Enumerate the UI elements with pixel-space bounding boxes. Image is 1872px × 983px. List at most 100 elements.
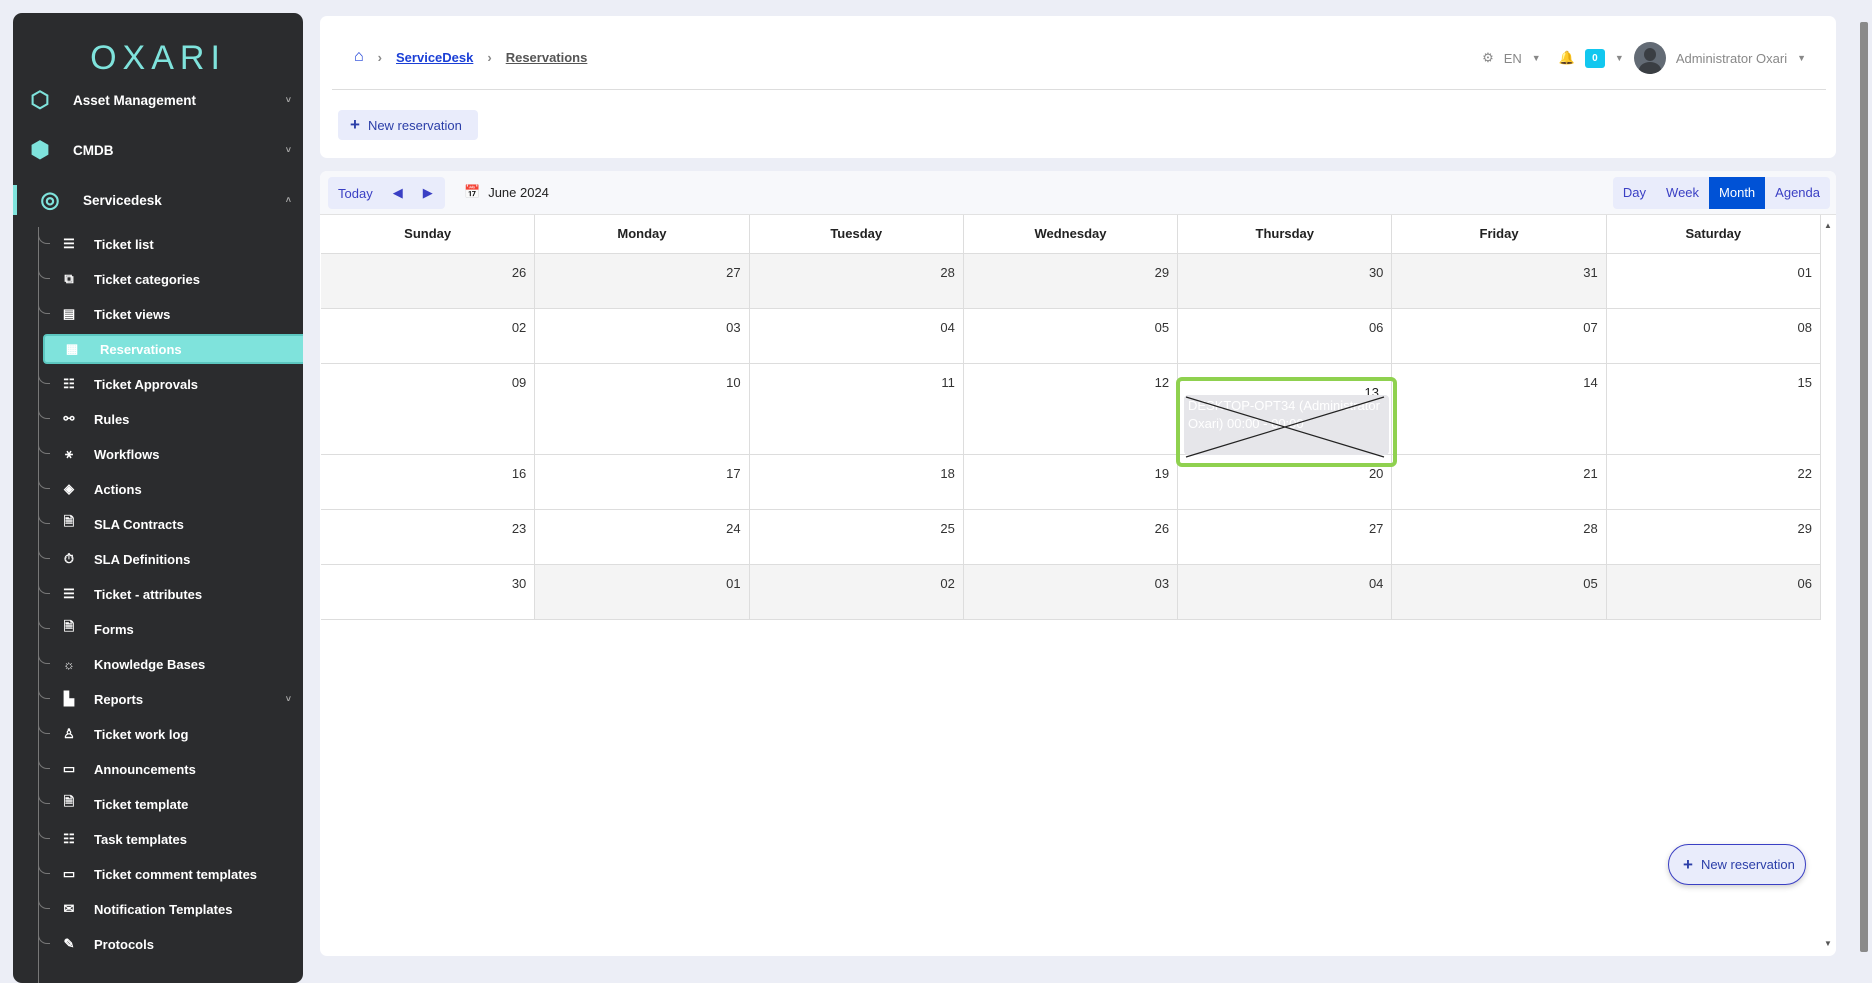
sidebar-item-asset-management[interactable]: ⬡ Asset Management ˅ [13,80,303,120]
sidebar-item-ticket-views[interactable]: ▤ Ticket views [13,299,303,329]
chevron-up-icon[interactable]: ˄ [285,195,291,205]
sidebar-item-sla-contracts[interactable]: 🗎 SLA Contracts [13,509,303,539]
sidebar-item-ticket-comment-templates[interactable]: ▭ Ticket comment templates [13,859,303,889]
day-cell[interactable]: 28 [1392,510,1607,564]
sidebar-item-reservations[interactable]: ▦ Reservations [43,334,303,364]
breadcrumb-servicedesk[interactable]: ServiceDesk [396,49,474,65]
day-cell[interactable]: 07 [1392,309,1607,363]
sidebar-item-cmdb[interactable]: ⬢ CMDB ˅ [13,130,303,170]
page-scrollbar[interactable] [1860,22,1868,952]
day-cell[interactable]: 27 [535,254,750,308]
sidebar-item-ticket-attributes[interactable]: ☰ Ticket - attributes [13,579,303,609]
bell-icon[interactable]: 🔔 [1558,50,1575,65]
new-reservation-fab[interactable]: + New reservation [1668,844,1806,885]
caret-down-icon[interactable]: ▼ [1614,53,1624,63]
sidebar-item-forms[interactable]: 🗎 Forms [13,614,303,644]
chevron-down-icon[interactable]: ˅ [285,95,291,105]
day-cell[interactable]: 06 [1606,565,1821,619]
day-cell[interactable]: 11 [750,364,964,454]
day-cell[interactable]: 03 [535,309,750,363]
sidebar-item-knowledge-bases[interactable]: ☼ Knowledge Bases [13,649,303,679]
day-cell[interactable]: 31 [1392,254,1607,308]
user-name[interactable]: Administrator Oxari [1675,50,1788,66]
sidebar-item-ticket-work-log[interactable]: ♙ Ticket work log [13,719,303,749]
day-cell[interactable]: 29 [963,254,1179,308]
sidebar-item-actions[interactable]: ◈ Actions [13,474,303,504]
day-cell[interactable]: 27 [1178,510,1393,564]
day-cell[interactable]: 28 [749,254,964,308]
day-cell[interactable]: 23 [321,510,536,564]
menu-icon: ♙ [63,726,75,741]
sidebar-item-ticket-approvals[interactable]: ☷ Ticket Approvals [13,369,303,399]
day-cell[interactable]: 16 [321,455,536,509]
scroll-down-icon[interactable]: ▼ [1824,939,1832,948]
home-icon[interactable]: ⌂ [354,48,364,65]
day-cell[interactable]: 30 [1178,254,1393,308]
day-cell[interactable]: 15 [1607,364,1821,454]
prev-icon[interactable]: ◀ [392,185,403,200]
today-button[interactable]: Today [338,185,373,201]
notification-badge[interactable]: 0 [1584,48,1605,68]
day-cell[interactable]: 04 [1178,565,1393,619]
day-cell[interactable]: 24 [535,510,750,564]
chevron-down-icon[interactable]: ˅ [285,145,291,155]
day-cell[interactable]: 02 [749,565,964,619]
day-cell[interactable]: 30 [321,565,536,619]
sidebar-item-reports[interactable]: ▙ Reports ˅ [13,684,303,714]
avatar[interactable] [1633,42,1666,74]
day-cell[interactable]: 21 [1392,455,1607,509]
day-cell[interactable]: 04 [750,309,964,363]
language-select[interactable]: EN [1503,50,1522,66]
day-cell[interactable]: 18 [750,455,964,509]
day-cell[interactable]: 02 [321,309,536,363]
day-cell[interactable]: 03 [963,565,1179,619]
sidebar-item-protocols[interactable]: ✎ Protocols [13,929,303,959]
day-cell[interactable]: 22 [1607,455,1821,509]
day-cell[interactable]: 10 [535,364,750,454]
sidebar-item-ticket-categories[interactable]: ⧉ Ticket categories [13,264,303,294]
day-cell[interactable]: 14 [1392,364,1607,454]
day-cell[interactable]: 01 [535,565,750,619]
sidebar-item-rules[interactable]: ⚯ Rules [13,404,303,434]
sidebar-item-ticket-template[interactable]: 🗎 Ticket template [13,789,303,819]
day-cell[interactable]: 26 [321,254,536,308]
day-cell[interactable]: 17 [535,455,750,509]
view-day-button[interactable]: Day [1622,185,1647,200]
day-cell[interactable]: 05 [964,309,1179,363]
next-icon[interactable]: ▶ [422,185,433,200]
tree-connector [38,865,50,874]
day-cell[interactable]: 01 [1607,254,1821,308]
day-cell[interactable] [1178,364,1393,454]
sidebar-item-label: CMDB [73,142,114,158]
day-cell[interactable]: 06 [1178,309,1393,363]
day-cell[interactable]: 26 [964,510,1179,564]
gear-icon[interactable]: ⚙ [1482,50,1494,65]
new-reservation-button[interactable]: + New reservation [338,110,478,140]
view-month-button[interactable]: Month [1709,177,1766,209]
scroll-up-icon[interactable]: ▲ [1824,221,1832,230]
day-cell[interactable]: 19 [964,455,1179,509]
sidebar-item-announcements[interactable]: ▭ Announcements [13,754,303,784]
day-cell[interactable]: 12 [964,364,1179,454]
day-cell[interactable]: 05 [1392,565,1607,619]
sidebar-item-ticket-list[interactable]: ☰ Ticket list [13,229,303,259]
sidebar-item-workflows[interactable]: ⚹ Workflows [13,439,303,469]
reservation-event[interactable]: 13 DESKTOP-OPT34 (Administrator Oxari) 0… [1176,377,1397,467]
day-cell[interactable]: 29 [1607,510,1821,564]
sidebar-item-notification-templates[interactable]: ✉ Notification Templates [13,894,303,924]
view-agenda-button[interactable]: Agenda [1775,185,1820,200]
sidebar-item-servicedesk[interactable]: ◎ Servicedesk ˄ [13,180,303,220]
sidebar-item-task-templates[interactable]: ☷ Task templates [13,824,303,854]
tree-connector [38,795,50,804]
breadcrumb-reservations[interactable]: Reservations [505,49,588,65]
chevron-down-icon[interactable]: ˅ [285,694,291,704]
day-cell[interactable]: 09 [321,364,536,454]
view-week-button[interactable]: Week [1666,185,1700,200]
sidebar-item-sla-definitions[interactable]: ⏱ SLA Definitions [13,544,303,574]
caret-down-icon[interactable]: ▼ [1531,53,1541,63]
day-cell[interactable]: 20 [1178,455,1393,509]
event-box[interactable]: DESKTOP-OPT34 (Administrator Oxari) 00:0… [1184,395,1389,455]
day-cell[interactable]: 08 [1607,309,1821,363]
caret-down-icon[interactable]: ▼ [1797,53,1806,63]
day-cell[interactable]: 25 [750,510,964,564]
